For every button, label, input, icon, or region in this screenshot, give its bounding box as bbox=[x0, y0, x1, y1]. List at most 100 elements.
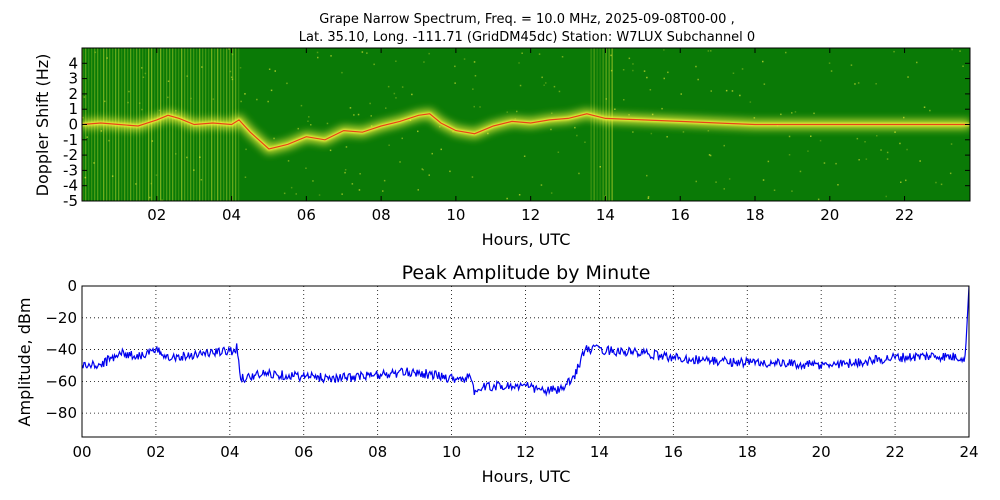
noise-speckle bbox=[856, 137, 859, 140]
noise-speckle bbox=[212, 98, 215, 100]
noise-speckle bbox=[341, 193, 343, 195]
noise-stripe bbox=[172, 48, 174, 201]
noise-stripe bbox=[602, 48, 604, 201]
noise-speckle bbox=[916, 61, 918, 64]
noise-speckle bbox=[231, 53, 234, 56]
noise-speckle bbox=[875, 83, 877, 85]
x-tick-label: 20 bbox=[812, 443, 831, 461]
noise-speckle bbox=[695, 65, 697, 68]
noise-speckle bbox=[144, 72, 147, 75]
noise-speckle bbox=[584, 141, 586, 143]
x-tick-label: 18 bbox=[745, 206, 764, 224]
noise-stripe bbox=[605, 48, 607, 201]
noise-speckle bbox=[894, 131, 896, 133]
y-tick-label: -1 bbox=[63, 131, 78, 149]
noise-speckle bbox=[423, 61, 425, 63]
noise-speckle bbox=[308, 116, 310, 118]
noise-speckle bbox=[622, 69, 625, 71]
noise-speckle bbox=[138, 102, 141, 104]
noise-speckle bbox=[710, 90, 712, 92]
noise-speckle bbox=[297, 127, 299, 130]
noise-speckle bbox=[479, 106, 481, 108]
x-tick-label: 22 bbox=[886, 443, 905, 461]
noise-stripe bbox=[608, 48, 610, 201]
noise-speckle bbox=[523, 155, 526, 157]
noise-speckle bbox=[610, 69, 613, 72]
noise-speckle bbox=[267, 100, 269, 103]
noise-speckle bbox=[558, 90, 561, 93]
noise-speckle bbox=[201, 66, 203, 68]
spectrogram-y-axis-label: Doppler Shift (Hz) bbox=[33, 54, 52, 197]
amplitude-series-line bbox=[82, 286, 969, 397]
noise-speckle bbox=[632, 69, 634, 72]
noise-speckle bbox=[127, 101, 129, 104]
noise-speckle bbox=[876, 135, 878, 137]
noise-speckle bbox=[923, 106, 926, 108]
y-tick-label: -4 bbox=[63, 177, 78, 195]
noise-speckle bbox=[244, 176, 247, 178]
noise-speckle bbox=[553, 85, 556, 88]
noise-speckle bbox=[649, 89, 652, 91]
x-tick-label: 04 bbox=[222, 206, 241, 224]
noise-speckle bbox=[94, 51, 97, 54]
noise-speckle bbox=[286, 82, 288, 85]
noise-speckle bbox=[142, 76, 145, 78]
noise-speckle bbox=[518, 62, 520, 64]
noise-speckle bbox=[326, 122, 329, 125]
noise-stripe bbox=[596, 48, 598, 201]
noise-speckle bbox=[709, 154, 712, 157]
noise-speckle bbox=[421, 168, 423, 170]
noise-speckle bbox=[245, 148, 247, 151]
noise-speckle bbox=[369, 102, 371, 105]
noise-speckle bbox=[417, 130, 419, 133]
noise-speckle bbox=[680, 93, 682, 95]
amplitude-y-axis: 0 −20 −40 −60 −80 bbox=[45, 277, 77, 422]
noise-speckle bbox=[940, 183, 943, 186]
noise-speckle bbox=[538, 53, 541, 55]
noise-speckle bbox=[454, 82, 456, 84]
noise-speckle bbox=[454, 65, 456, 68]
noise-speckle bbox=[463, 58, 466, 60]
noise-speckle bbox=[794, 111, 797, 113]
y-tick-label: 0 bbox=[67, 277, 77, 295]
noise-speckle bbox=[84, 176, 87, 179]
noise-speckle bbox=[385, 107, 387, 109]
noise-speckle bbox=[762, 179, 765, 181]
noise-speckle bbox=[788, 154, 791, 156]
noise-speckle bbox=[422, 169, 424, 171]
noise-speckle bbox=[370, 115, 372, 117]
noise-speckle bbox=[935, 181, 937, 184]
amplitude-chart-title: Peak Amplitude by Minute bbox=[402, 262, 651, 284]
noise-speckle bbox=[697, 78, 699, 81]
noise-speckle bbox=[708, 154, 711, 156]
noise-speckle bbox=[749, 101, 752, 103]
noise-speckle bbox=[632, 63, 634, 65]
noise-speckle bbox=[599, 166, 601, 168]
noise-speckle bbox=[329, 149, 332, 152]
y-tick-label: −40 bbox=[45, 341, 77, 359]
noise-speckle bbox=[550, 192, 553, 194]
noise-speckle bbox=[229, 70, 232, 73]
noise-speckle bbox=[150, 182, 152, 185]
noise-speckle bbox=[951, 48, 953, 51]
noise-speckle bbox=[710, 50, 712, 52]
amplitude-panel: Peak Amplitude by Minute 00 02 04 06 08 10 12 1… bbox=[15, 262, 979, 486]
y-tick-label: −60 bbox=[45, 372, 77, 390]
noise-speckle bbox=[240, 100, 242, 103]
noise-speckle bbox=[682, 131, 685, 133]
noise-speckle bbox=[858, 159, 860, 161]
noise-speckle bbox=[471, 176, 474, 178]
noise-speckle bbox=[767, 160, 770, 163]
noise-speckle bbox=[813, 112, 815, 115]
x-tick-label: 08 bbox=[368, 443, 387, 461]
noise-speckle bbox=[411, 93, 413, 96]
noise-speckle bbox=[307, 120, 309, 122]
noise-speckle bbox=[428, 174, 430, 176]
noise-speckle bbox=[817, 198, 820, 201]
x-tick-label: 24 bbox=[959, 443, 978, 461]
noise-speckle bbox=[886, 151, 889, 154]
x-tick-label: 10 bbox=[446, 206, 465, 224]
noise-speckle bbox=[83, 96, 86, 98]
noise-speckle bbox=[175, 153, 177, 155]
